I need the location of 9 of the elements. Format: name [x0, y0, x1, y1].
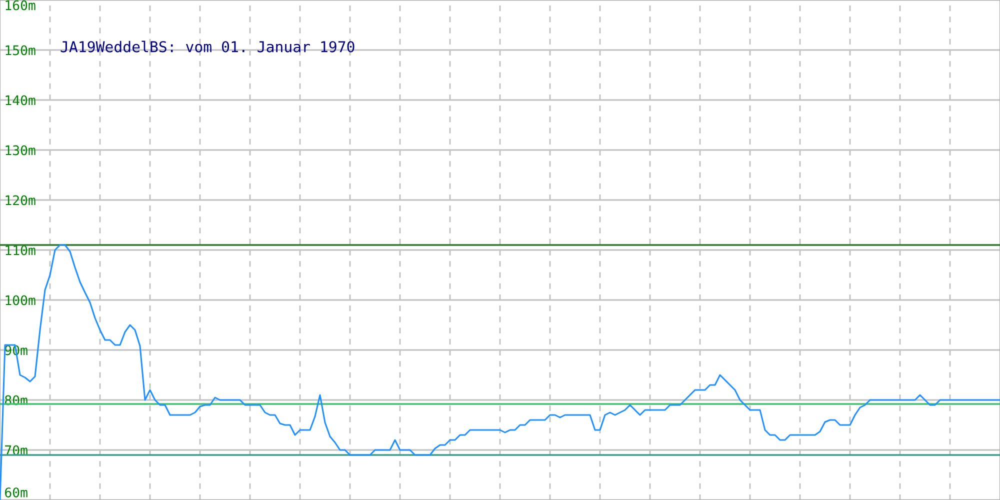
y-tick-label: 130m [6, 145, 36, 156]
y-tick-label: 140m [6, 95, 36, 106]
y-tick-label: 110m [6, 245, 36, 256]
y-tick-label: 100m [6, 295, 36, 306]
y-tick-label: 160m [6, 0, 36, 10]
text: JA19WeddelBS: vom 01. Januar 1970 [60, 40, 354, 52]
y-tick-label: 120m [6, 195, 36, 206]
y-tick-label: 60m [5, 487, 28, 498]
y-tick-label: 150m [6, 45, 36, 56]
